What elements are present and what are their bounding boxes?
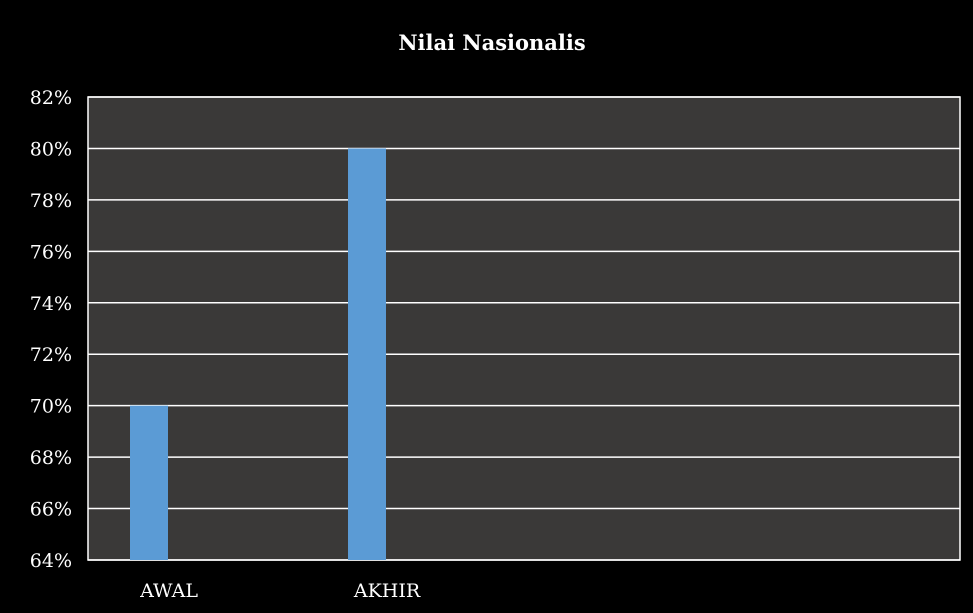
bar-awal bbox=[130, 405, 168, 560]
bar-akhir bbox=[348, 148, 386, 560]
y-tick-label: 64% bbox=[30, 550, 72, 572]
y-tick-label: 68% bbox=[30, 447, 72, 469]
y-tick-label: 70% bbox=[30, 396, 72, 418]
x-axis-category-labels: AWAL AKHIR bbox=[139, 580, 421, 602]
y-axis-tick-labels: 64% 66% 68% 70% 72% 74% 76% 78% 80% 82% bbox=[30, 87, 72, 572]
y-tick-label: 78% bbox=[30, 190, 72, 212]
y-tick-label: 80% bbox=[30, 138, 72, 160]
x-category-label: AKHIR bbox=[353, 580, 421, 602]
bars bbox=[130, 148, 386, 560]
chart-title: Nilai Nasionalis bbox=[398, 30, 585, 55]
y-tick-label: 66% bbox=[30, 499, 72, 521]
y-tick-label: 72% bbox=[30, 344, 72, 366]
y-tick-label: 74% bbox=[30, 293, 72, 315]
y-tick-label: 82% bbox=[30, 87, 72, 109]
x-category-label: AWAL bbox=[139, 580, 198, 602]
y-tick-label: 76% bbox=[30, 241, 72, 263]
gridlines bbox=[88, 96, 960, 561]
plot-area bbox=[87, 96, 961, 561]
